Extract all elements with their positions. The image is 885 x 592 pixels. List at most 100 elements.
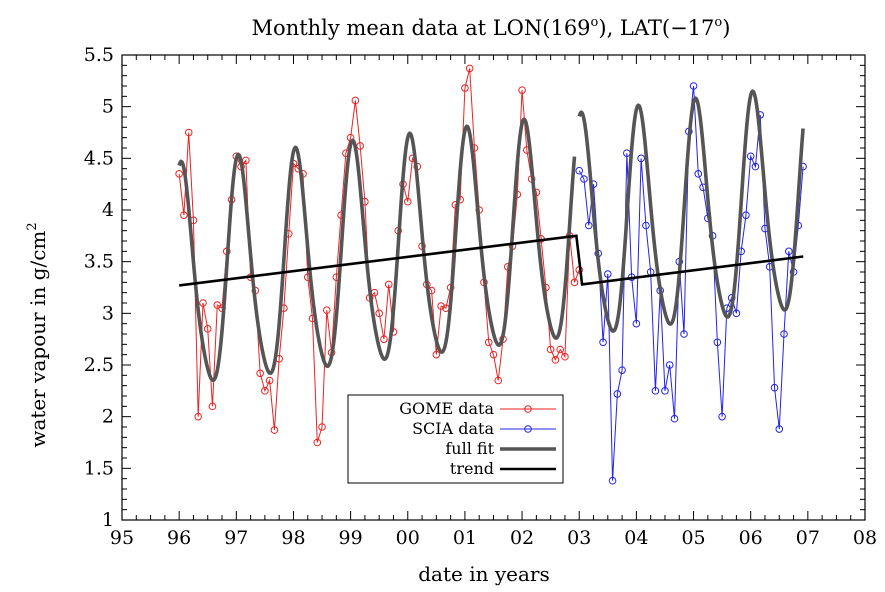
gome-point — [208, 402, 217, 411]
x-tick-label: 03 — [567, 527, 591, 549]
title-middle: ), LAT(−17 — [598, 16, 714, 40]
x-tick-label: 99 — [339, 527, 363, 549]
gome-point — [318, 423, 326, 431]
y-tick-label: 5.5 — [84, 44, 114, 66]
gome-point — [556, 345, 564, 354]
x-tick-label: 05 — [681, 527, 705, 549]
gome-point — [313, 438, 322, 447]
gome-point — [546, 345, 555, 354]
gome-point — [484, 338, 493, 347]
x-tick-label: 02 — [510, 527, 534, 549]
scia-point — [661, 387, 669, 395]
plot-layer: 95 96 97 98 99 00 01 02 03 04 05 06 07 08 1 1.5 2 2.5 3 3.5… — [84, 44, 877, 549]
scia-point — [680, 330, 688, 338]
y-tick-label: 3 — [102, 302, 114, 324]
y-tick-label: 2.5 — [84, 354, 114, 376]
y-tick-label: 4 — [102, 199, 114, 221]
scia-point — [670, 414, 679, 423]
gome-point — [256, 369, 264, 378]
x-tick-label: 01 — [453, 527, 477, 549]
x-tick-label: 04 — [624, 527, 648, 549]
gome-point — [570, 278, 579, 287]
gome-point — [432, 350, 441, 359]
scia-point — [599, 338, 607, 347]
gome-point — [489, 350, 498, 359]
gome-point — [261, 387, 269, 395]
gome-point — [551, 356, 560, 364]
gome-point — [265, 376, 274, 385]
gome-point — [465, 64, 474, 73]
gome-line — [178, 68, 580, 443]
scia-point — [785, 247, 793, 256]
x-tick-label: 00 — [396, 527, 420, 549]
scia-point — [608, 476, 617, 485]
gome-point — [461, 84, 469, 92]
legend-swatch-marker — [524, 405, 532, 413]
gome-point — [175, 170, 183, 178]
legend-label: GOME data — [399, 399, 494, 418]
gome-point — [322, 306, 331, 315]
y-tick-label: 4.5 — [84, 147, 114, 169]
gome-point — [375, 309, 383, 318]
gome-point — [180, 211, 188, 219]
scia-point — [689, 82, 698, 90]
scia-point — [694, 170, 703, 178]
legend-swatch-marker — [524, 425, 532, 433]
trend-line — [178, 234, 804, 287]
x-tick-label: 06 — [739, 527, 763, 549]
gome-point — [380, 335, 388, 343]
x-tick-label: 98 — [281, 527, 305, 549]
x-axis-label: date in years — [418, 562, 549, 586]
gome-point — [203, 325, 212, 333]
gome-point — [270, 426, 279, 434]
scia-point — [651, 387, 660, 395]
scia-point — [642, 221, 650, 230]
scia-point — [775, 425, 784, 433]
title-lon-superscript: o — [591, 15, 599, 30]
y-axis-label-main: water vapour in g/cm — [26, 231, 50, 448]
x-tick-label: 97 — [224, 527, 248, 549]
gome-point — [561, 352, 569, 361]
scia-point — [713, 338, 722, 347]
gome-point — [437, 302, 445, 310]
scia-point — [742, 211, 750, 219]
scia-point — [770, 383, 779, 392]
scia-point — [604, 270, 612, 278]
full-fit-line — [177, 117, 577, 383]
y-axis-label: water vapour in g/cm2 — [25, 222, 50, 447]
scia-point — [751, 162, 760, 171]
legend-label: full fit — [445, 439, 494, 458]
scia-point — [718, 412, 726, 421]
scia-point — [580, 175, 588, 183]
full-fit-line — [577, 89, 805, 333]
gome-point — [403, 197, 412, 206]
y-tick-label: 2 — [102, 406, 114, 428]
gome-point — [494, 376, 503, 385]
legend-label: trend — [450, 459, 494, 478]
title-suffix: ) — [722, 16, 730, 40]
y-tick-label: 1.5 — [84, 457, 114, 479]
scia-point — [665, 361, 674, 369]
scia-point — [618, 366, 626, 374]
gome-point — [199, 299, 207, 307]
x-tick-label: 95 — [110, 527, 134, 549]
legend-label: SCIA data — [412, 419, 494, 438]
y-tick-label: 5 — [102, 96, 114, 118]
y-axis-label-text: water vapour in g/cm2 — [25, 222, 50, 447]
gome-point — [384, 280, 393, 289]
title-prefix: Monthly mean data at LON(169 — [252, 16, 591, 40]
gome-point — [184, 128, 193, 137]
scia-point — [613, 390, 622, 398]
x-tick-label: 07 — [796, 527, 820, 549]
scia-point — [637, 154, 645, 163]
y-axis-label-superscript: 2 — [25, 222, 40, 230]
gome-point — [194, 412, 202, 421]
scia-line — [578, 85, 804, 481]
y-tick-label: 3.5 — [84, 251, 114, 273]
scia-point — [732, 309, 741, 318]
scia-point — [584, 221, 593, 230]
y-tick-label: 1 — [102, 509, 114, 531]
gome-point — [351, 96, 360, 105]
